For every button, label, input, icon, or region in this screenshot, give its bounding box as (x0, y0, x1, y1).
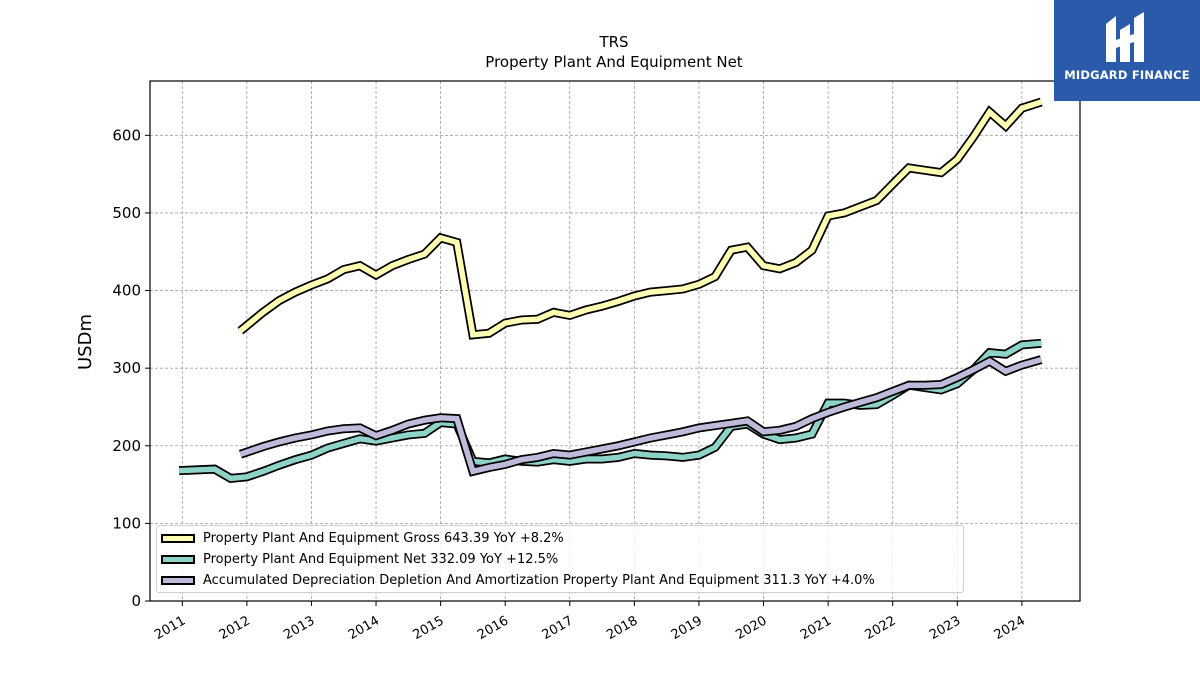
series-line-accumulated-depreciation (239, 356, 1042, 475)
legend-item-gross: Property Plant And Equipment Gross 643.3… (161, 529, 564, 547)
x-tick-label: 2017 (540, 613, 576, 643)
legend-swatch-gross (161, 533, 195, 543)
legend-label-accumulated-depreciation: Accumulated Depreciation Depletion And A… (203, 572, 875, 588)
y-tick-label: 300 (112, 359, 141, 377)
y-tick-label: 500 (112, 204, 141, 222)
x-tick-label: 2011 (152, 613, 188, 643)
x-tick-label: 2021 (798, 613, 834, 643)
legend-swatch-net (161, 554, 195, 564)
legend: Property Plant And Equipment Gross 643.3… (156, 525, 964, 593)
series-lines (178, 97, 1043, 484)
x-tick-label: 2016 (475, 613, 511, 643)
y-tick-label: 0 (131, 592, 141, 610)
plot-frame (149, 80, 1081, 602)
chart-title: TRS (598, 33, 628, 51)
series-line-gross (238, 99, 1043, 338)
legend-item-net: Property Plant And Equipment Net 332.09 … (161, 550, 558, 568)
x-tick-label: 2019 (669, 613, 705, 643)
y-tick-label: 100 (112, 514, 141, 532)
x-tick-label: 2022 (863, 613, 899, 643)
x-tick-label: 2020 (733, 613, 769, 643)
x-tick-label: 2015 (410, 613, 446, 643)
legend-item-accumulated-depreciation: Accumulated Depreciation Depletion And A… (161, 571, 875, 589)
legend-swatch-accumulated-depreciation (161, 575, 195, 585)
y-tick-label: 200 (112, 437, 141, 455)
legend-label-net: Property Plant And Equipment Net 332.09 … (203, 551, 559, 567)
y-tick-label: 400 (112, 282, 141, 300)
x-tick-label: 2012 (217, 613, 253, 643)
legend-label-gross: Property Plant And Equipment Gross 643.3… (203, 530, 564, 546)
y-axis-ticks: 0 100 200 300 400 500 600 (112, 126, 150, 610)
series-line-gross-outline (237, 97, 1043, 340)
brand-logo: MIDGARD FINANCE (1054, 0, 1200, 101)
y-tick-label: 600 (112, 126, 141, 144)
chart-subtitle: Property Plant And Equipment Net (485, 53, 742, 71)
x-tick-label: 2018 (604, 613, 640, 643)
grid-lines (150, 81, 1080, 601)
series-line-net (178, 340, 1042, 482)
x-tick-label: 2013 (281, 613, 317, 643)
brand-name: MIDGARD FINANCE (1064, 68, 1190, 82)
y-axis-label: USDm (75, 314, 96, 370)
x-tick-label: 2024 (992, 613, 1028, 643)
x-tick-label: 2014 (346, 613, 382, 643)
midgard-logo-icon (1106, 12, 1144, 62)
x-axis-ticks: 2011 2012 2013 2014 2015 2016 2017 2018 2019 2020… (152, 601, 1028, 643)
x-tick-label: 2023 (927, 613, 963, 643)
